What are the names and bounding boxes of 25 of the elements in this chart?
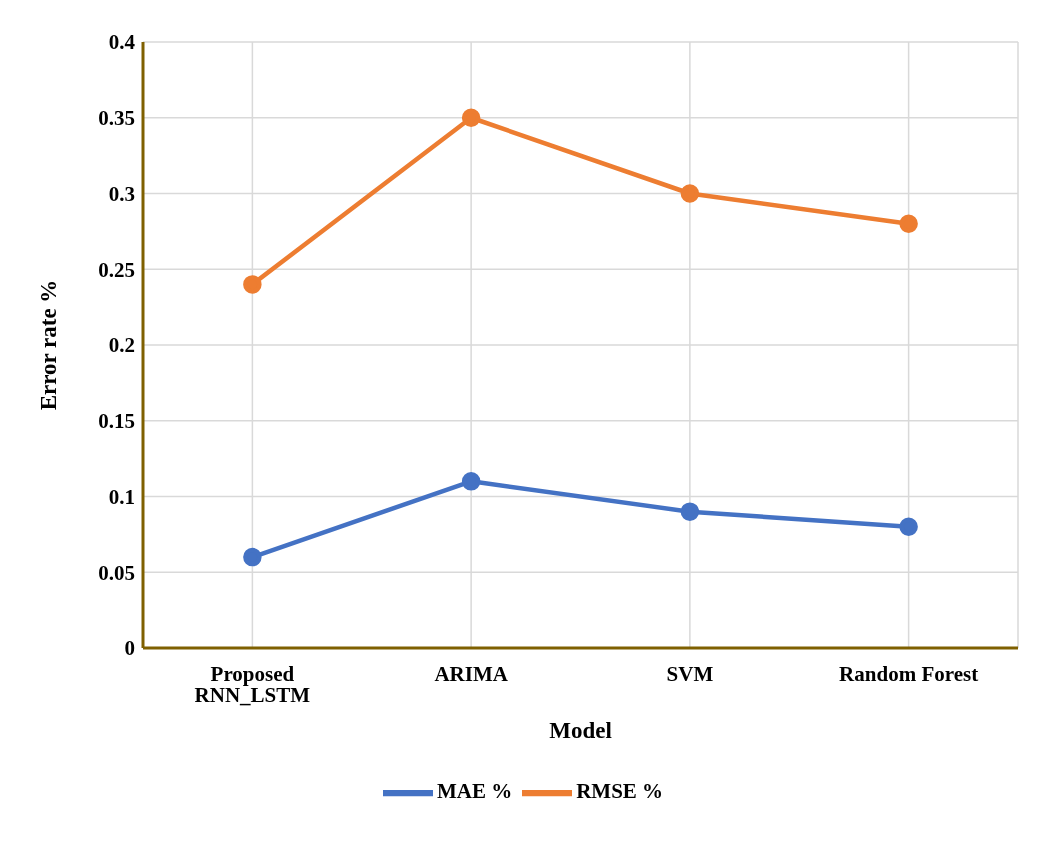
point (243, 275, 262, 294)
x-tick-label: Proposed RNN_LSTM (194, 661, 311, 707)
y-tick-label: 0.35 (98, 106, 135, 131)
x-axis-title: Model (549, 718, 612, 743)
y-tick-label: 0.1 (108, 484, 135, 509)
point (461, 472, 481, 491)
y-tick-label: 0.2 (108, 333, 135, 358)
y-tick-label: 0.05 (98, 560, 135, 585)
y-tick-label: 0.15 (98, 409, 135, 434)
y-axis-title: Error rate % (36, 279, 62, 411)
legend-label: RMSE % (576, 778, 664, 803)
y-tick-label: 0.4 (108, 30, 136, 55)
y-tick-label: 0 (124, 636, 135, 661)
x-tick-label: ARIMA (434, 661, 509, 686)
point (680, 184, 700, 203)
point (899, 214, 918, 234)
x-tick-label: SVM (666, 661, 714, 686)
legend-label: MAE % (436, 778, 513, 803)
y-tick-label: 0.25 (98, 257, 135, 282)
x-tick-label: Random Forest (839, 661, 979, 686)
y-tick-label: 0.3 (108, 181, 135, 206)
point (680, 502, 700, 521)
point (461, 108, 481, 127)
point (899, 517, 918, 537)
point (243, 547, 262, 567)
